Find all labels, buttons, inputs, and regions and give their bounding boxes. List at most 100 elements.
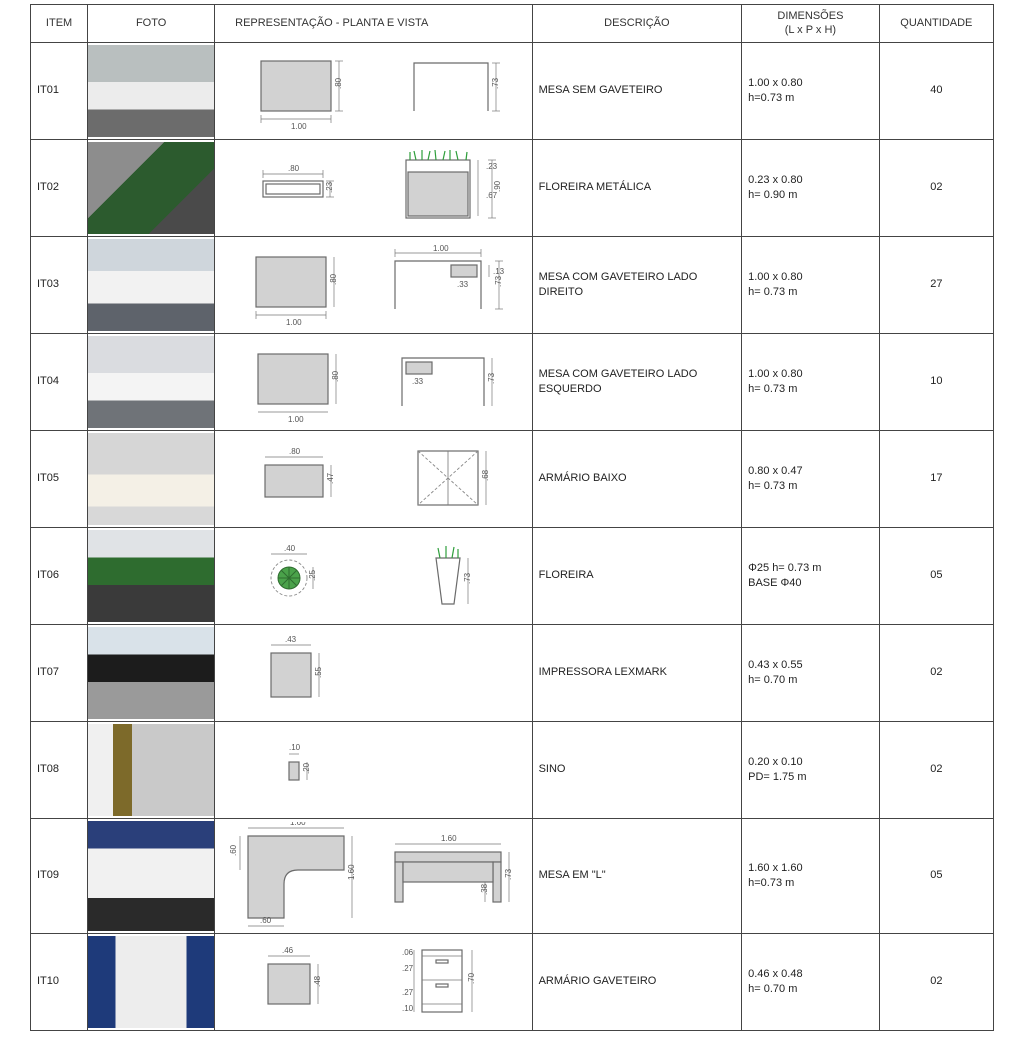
table-row: IT04 1.00 .80 .33 .73 ME [31,333,994,430]
table-row: IT06 .40 .25 [31,527,994,624]
svg-text:.73: .73 [491,77,500,89]
svg-text:.47: .47 [326,472,335,484]
rep-drawing: 1.00 .80 1.00 .33 .13 .73 [215,237,531,333]
view-icon: .73 [396,49,506,133]
photo-thumb [88,821,214,931]
qty: 02 [879,139,993,236]
dim: 0.46 x 0.48 h= 0.70 m [742,933,880,1030]
svg-text:.73: .73 [494,275,503,287]
svg-text:.46: .46 [282,946,294,955]
svg-text:.48: .48 [313,975,322,987]
table-row: IT02 .80 .23 [31,139,994,236]
qty: 17 [879,430,993,527]
svg-text:.10: .10 [402,1004,414,1013]
item-id: IT05 [31,430,88,527]
view-icon: .23 .67 .90 [388,146,508,230]
photo-thumb [88,936,214,1028]
photo-thumb [88,45,214,137]
desc: MESA COM GAVETEIRO LADO DIREITO [532,236,742,333]
svg-text:.33: .33 [412,377,424,386]
svg-text:.10: .10 [289,743,301,752]
svg-text:.06: .06 [402,948,414,957]
svg-text:1.60: 1.60 [347,863,356,879]
col-item: ITEM [31,5,88,43]
svg-text:.43: .43 [285,635,297,644]
svg-text:1.60: 1.60 [290,822,306,827]
plan-icon: .40 .25 [241,534,351,618]
svg-text:.20: .20 [302,762,311,774]
qty: 02 [879,721,993,818]
table-row: IT01 1.00 .80 .73 [31,42,994,139]
rep-drawing: .40 .25 .73 [215,528,531,624]
qty: 40 [879,42,993,139]
svg-text:.80: .80 [329,273,338,285]
svg-text:.60: .60 [229,844,238,856]
svg-text:.80: .80 [331,370,340,382]
plan-icon: 1.00 .80 [241,49,351,133]
plan-icon: 1.60 .60 1.60 .60 [226,822,366,930]
svg-text:.80: .80 [289,447,301,456]
table-header-row: ITEM FOTO REPRESENTAÇÃO - PLANTA E VISTA… [31,5,994,43]
svg-text:.68: .68 [481,469,490,481]
view-icon: .68 [396,437,506,521]
view-icon: 1.00 .33 .13 .73 [381,243,511,327]
qty: 10 [879,333,993,430]
svg-text:.23: .23 [325,181,334,193]
qty: 05 [879,527,993,624]
col-desc: DESCRIÇÃO [532,5,742,43]
desc: ARMÁRIO GAVETEIRO [532,933,742,1030]
inventory-table: ITEM FOTO REPRESENTAÇÃO - PLANTA E VISTA… [30,4,994,1031]
svg-text:.90: .90 [493,180,502,192]
rep-drawing: 1.00 .80 .73 [215,43,531,139]
svg-text:1.00: 1.00 [288,415,304,424]
photo-thumb [88,433,214,525]
photo-thumb [88,142,214,234]
dim: 1.60 x 1.60 h=0.73 m [742,818,880,933]
svg-text:.70: .70 [467,972,476,984]
col-dim-l2: (L x P x H) [785,24,836,36]
plan-icon: .43 .55 [245,631,355,715]
dim: 1.00 x 0.80 h= 0.73 m [742,333,880,430]
view-icon: .73 [396,534,506,618]
svg-text:1.00: 1.00 [433,244,449,253]
desc: MESA EM "L" [532,818,742,933]
item-id: IT08 [31,721,88,818]
svg-text:.80: .80 [288,164,300,173]
view-icon: .06 .27 .27 .10 .70 [388,940,508,1024]
col-qty: QUANTIDADE [879,5,993,43]
plan-icon: 1.00 .80 [238,340,348,424]
svg-text:1.00: 1.00 [291,122,307,131]
rep-drawing: 1.00 .80 .33 .73 [215,334,531,430]
item-id: IT03 [31,236,88,333]
item-id: IT04 [31,333,88,430]
svg-text:.73: .73 [504,868,513,880]
item-id: IT02 [31,139,88,236]
item-id: IT01 [31,42,88,139]
qty: 05 [879,818,993,933]
rep-drawing: .80 .47 .68 [215,431,531,527]
rep-drawing: .80 .23 .23 .67 [215,140,531,236]
desc: ARMÁRIO BAIXO [532,430,742,527]
dim: 0.23 x 0.80 h= 0.90 m [742,139,880,236]
svg-text:.38: .38 [480,883,489,895]
item-id: IT07 [31,624,88,721]
table-row: IT09 1.60 .60 1.60 .60 [31,818,994,933]
photo-thumb [88,336,214,428]
plan-icon: .80 .23 [238,146,348,230]
desc: MESA COM GAVETEIRO LADO ESQUERDO [532,333,742,430]
svg-text:1.60: 1.60 [441,834,457,843]
photo-thumb [88,724,214,816]
svg-text:.27: .27 [402,964,414,973]
dim: 0.80 x 0.47 h= 0.73 m [742,430,880,527]
view-icon: 1.60 .38 .73 [381,822,521,930]
qty: 02 [879,933,993,1030]
svg-text:1.00: 1.00 [286,318,302,327]
svg-text:.25: .25 [308,569,317,581]
photo-thumb [88,627,214,719]
dim: 0.43 x 0.55 h= 0.70 m [742,624,880,721]
dim: 1.00 x 0.80 h= 0.73 m [742,236,880,333]
svg-text:.73: .73 [487,372,496,384]
item-id: IT10 [31,933,88,1030]
desc: IMPRESSORA LEXMARK [532,624,742,721]
svg-text:.55: .55 [314,666,323,678]
